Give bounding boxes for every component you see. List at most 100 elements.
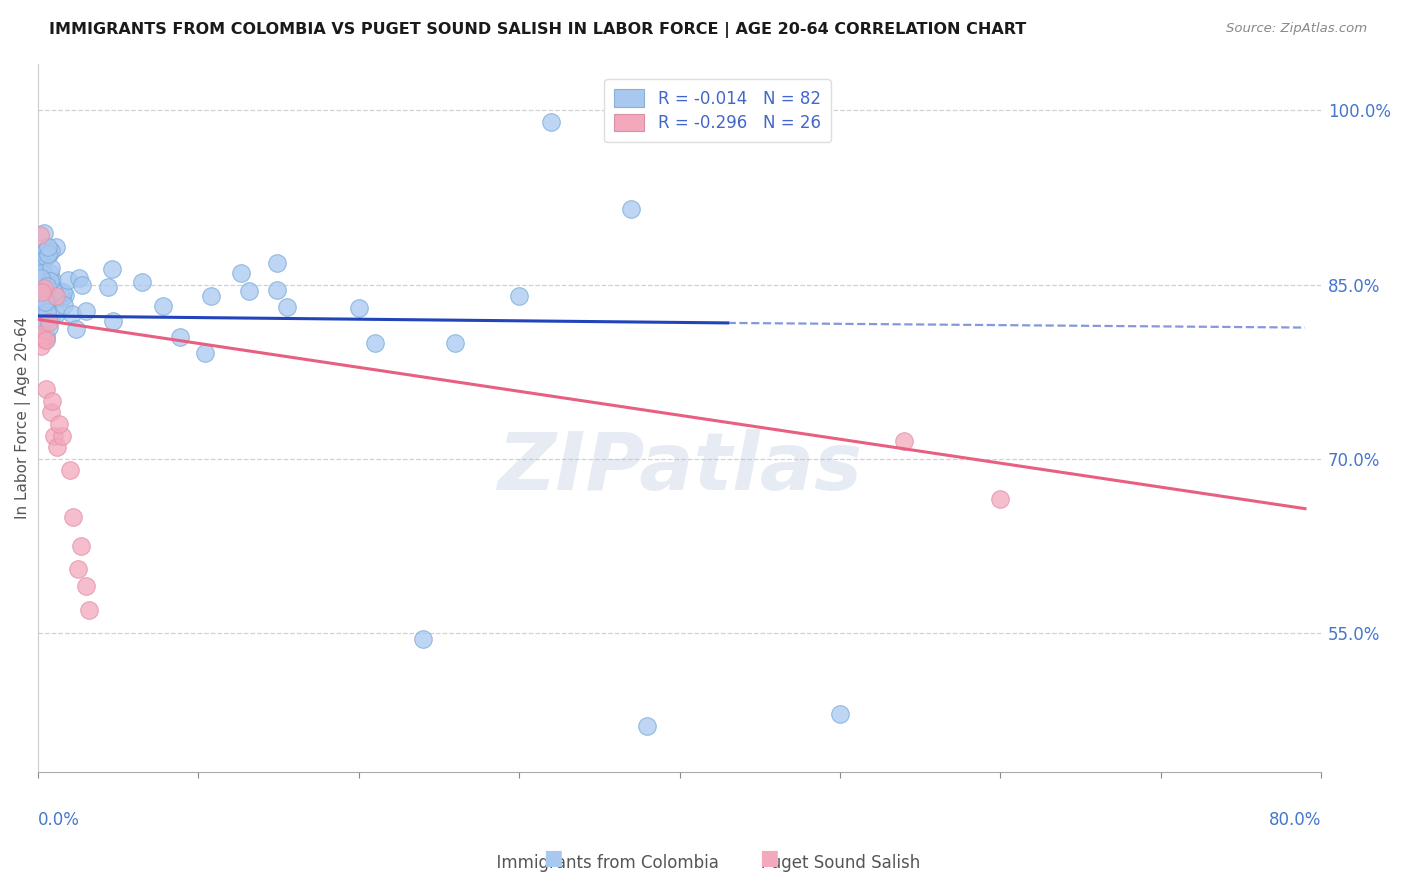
Point <box>37 305 59 319</box>
Point <box>31 260 53 275</box>
Point <box>39 244 62 259</box>
Point <box>31 320 53 334</box>
Point <box>39 405 62 419</box>
Point <box>266 255 288 269</box>
Point <box>31 332 53 346</box>
Point <box>636 719 658 733</box>
Point <box>45 240 67 254</box>
Point <box>39 310 62 325</box>
Point <box>45 288 67 302</box>
Point <box>34 281 56 295</box>
Point <box>67 271 90 285</box>
Point <box>194 346 217 360</box>
Point <box>77 602 100 616</box>
Point <box>35 382 58 396</box>
Point <box>28 252 51 267</box>
Point <box>75 579 97 593</box>
Point <box>30 326 52 341</box>
Point <box>31 288 53 302</box>
Point <box>30 271 52 285</box>
Point <box>67 562 90 576</box>
Point <box>828 707 851 722</box>
Text: ■: ■ <box>543 848 562 868</box>
Point <box>131 275 153 289</box>
Point <box>412 632 434 646</box>
Point <box>35 334 58 348</box>
Point <box>70 277 93 292</box>
Point <box>276 300 298 314</box>
Point <box>45 291 67 305</box>
Point <box>65 322 87 336</box>
Text: Source: ZipAtlas.com: Source: ZipAtlas.com <box>1226 22 1367 36</box>
Point <box>38 266 60 280</box>
Text: 0.0%: 0.0% <box>38 811 80 829</box>
Point <box>32 291 55 305</box>
Point <box>32 226 55 240</box>
Point <box>31 301 53 315</box>
Point <box>35 250 58 264</box>
Point <box>51 289 73 303</box>
Point <box>38 315 60 329</box>
Point <box>51 291 73 305</box>
Point <box>41 261 63 276</box>
Point <box>34 295 56 310</box>
Point <box>37 239 59 253</box>
Point <box>35 295 58 310</box>
Point <box>31 266 53 280</box>
Point <box>41 393 63 408</box>
Point <box>508 289 530 303</box>
Point <box>48 417 70 431</box>
Point <box>347 301 370 315</box>
Legend: R = -0.014   N = 82, R = -0.296   N = 26: R = -0.014 N = 82, R = -0.296 N = 26 <box>605 79 831 143</box>
Point <box>51 428 73 442</box>
Point <box>55 288 77 302</box>
Point <box>37 275 59 289</box>
Point <box>34 314 56 328</box>
Point <box>101 261 124 276</box>
Text: ZIPatlas: ZIPatlas <box>496 429 862 507</box>
Point <box>32 313 55 327</box>
Point <box>35 293 58 307</box>
Point <box>540 115 562 129</box>
Text: Immigrants from Colombia        Puget Sound Salish: Immigrants from Colombia Puget Sound Sal… <box>486 855 920 872</box>
Point <box>893 434 915 449</box>
Point <box>41 273 63 287</box>
Point <box>75 303 97 318</box>
Point <box>38 246 60 260</box>
Point <box>42 428 65 442</box>
Point <box>364 335 387 350</box>
Point <box>988 492 1011 507</box>
Point <box>28 298 51 312</box>
Point <box>32 245 55 260</box>
Point <box>39 291 62 305</box>
Point <box>34 328 56 343</box>
Point <box>60 307 83 321</box>
Point <box>35 285 58 300</box>
Point <box>38 274 60 288</box>
Point <box>28 292 51 306</box>
Point <box>41 293 63 308</box>
Point <box>229 266 252 280</box>
Point <box>53 298 76 312</box>
Point <box>45 307 67 321</box>
Point <box>266 283 288 297</box>
Y-axis label: In Labor Force | Age 20-64: In Labor Force | Age 20-64 <box>15 317 31 519</box>
Point <box>28 269 51 284</box>
Point <box>37 247 59 261</box>
Point <box>200 289 222 303</box>
Point <box>49 284 72 298</box>
Point <box>169 330 191 344</box>
Point <box>59 463 82 477</box>
Point <box>35 279 58 293</box>
Point <box>97 280 120 294</box>
Point <box>56 273 79 287</box>
Point <box>46 440 69 454</box>
Point <box>620 202 643 216</box>
Text: 80.0%: 80.0% <box>1268 811 1322 829</box>
Point <box>103 314 125 328</box>
Point <box>30 339 52 353</box>
Text: ■: ■ <box>759 848 779 868</box>
Point <box>28 227 51 242</box>
Point <box>31 265 53 279</box>
Point <box>70 539 93 553</box>
